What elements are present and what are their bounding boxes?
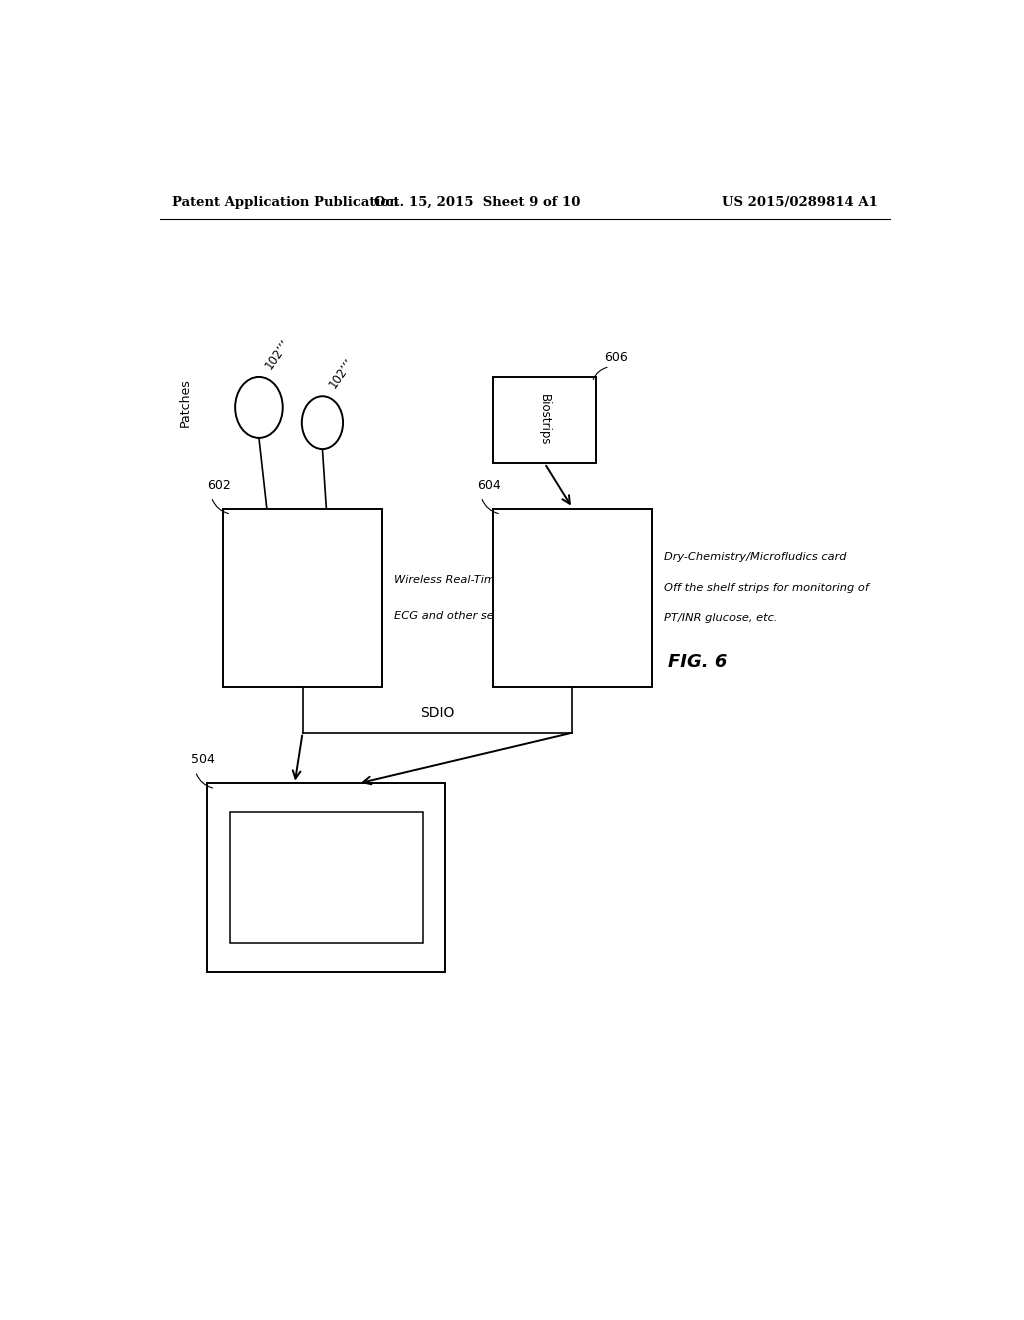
Text: Wireless Real-Time Monitoring: Wireless Real-Time Monitoring (394, 574, 566, 585)
Text: 504: 504 (191, 754, 215, 766)
Bar (223, 510, 382, 686)
Text: Dry-Chemistry/Microfludics card: Dry-Chemistry/Microfludics card (664, 552, 846, 562)
Text: Oct. 15, 2015  Sheet 9 of 10: Oct. 15, 2015 Sheet 9 of 10 (374, 195, 581, 209)
Text: PT/INR glucose, etc.: PT/INR glucose, etc. (664, 614, 777, 623)
Bar (494, 510, 652, 686)
Bar (494, 378, 596, 463)
Text: Off the shelf strips for monitoring of: Off the shelf strips for monitoring of (664, 583, 868, 593)
Text: Biostrips: Biostrips (539, 395, 551, 446)
Text: 606: 606 (604, 351, 628, 364)
Text: FIG. 6: FIG. 6 (668, 652, 727, 671)
Bar (207, 784, 445, 972)
Text: 102’’’: 102’’’ (263, 337, 293, 372)
Text: 604: 604 (477, 479, 501, 492)
Text: Patent Application Publication: Patent Application Publication (172, 195, 398, 209)
Circle shape (302, 396, 343, 449)
Bar (229, 812, 423, 942)
Text: ECG and other sensors: ECG and other sensors (394, 611, 524, 622)
Text: 602: 602 (207, 479, 231, 492)
Text: SDIO: SDIO (420, 706, 455, 721)
Text: Patches: Patches (178, 378, 191, 426)
Text: US 2015/0289814 A1: US 2015/0289814 A1 (722, 195, 878, 209)
Circle shape (236, 378, 283, 438)
Text: 102’’’: 102’’’ (327, 356, 356, 391)
